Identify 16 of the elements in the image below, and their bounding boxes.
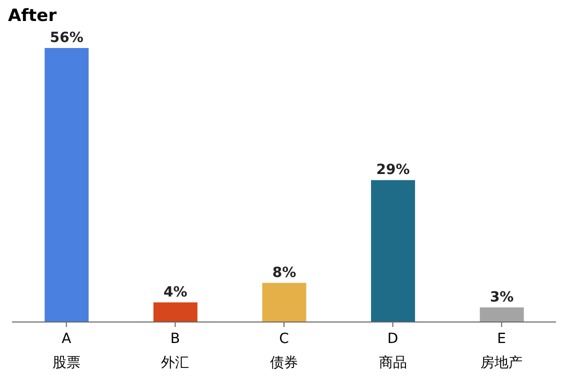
data-label: 3%	[490, 289, 514, 306]
bar	[371, 180, 416, 322]
chart-title: After	[8, 6, 57, 26]
x-tick-label: E 房地产	[480, 331, 523, 371]
bar	[480, 307, 524, 322]
x-tick-label: B 外汇	[161, 331, 190, 371]
bar	[153, 302, 198, 322]
bar	[262, 282, 306, 322]
data-label: 29%	[376, 162, 410, 178]
data-label: 4%	[164, 284, 188, 300]
data-label: 56%	[50, 30, 84, 46]
data-label: 8%	[272, 264, 296, 281]
x-tick-label: D 商品	[378, 331, 407, 371]
x-tick-label: C 债券	[270, 331, 298, 371]
x-tick-label: A 股票	[52, 331, 80, 371]
bar	[44, 48, 89, 322]
